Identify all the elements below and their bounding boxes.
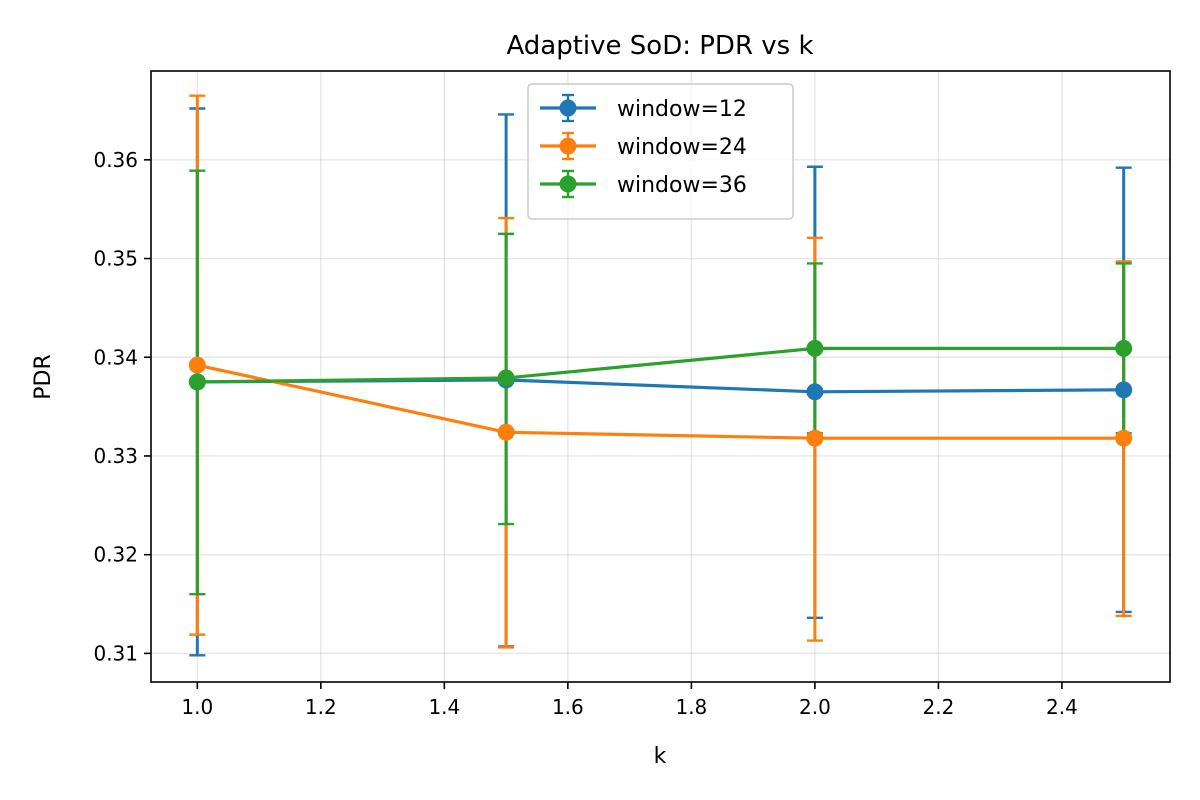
legend-items: window=12 window=24 window=36 — [540, 93, 747, 199]
x-tick-label: 2.2 — [923, 695, 955, 719]
legend-label-window-12: window=12 — [617, 97, 747, 122]
y-axis-label: PDR — [31, 354, 56, 400]
x-tick-label: 1.2 — [305, 695, 337, 719]
legend-label-window-24: window=24 — [617, 135, 747, 160]
y-tick-label: 0.33 — [93, 444, 138, 468]
series-lines — [196, 346, 1124, 440]
x-tick-label: 1.0 — [181, 695, 213, 719]
data-point-window-24 — [806, 429, 824, 447]
x-axis-ticks: 1.0 1.2 1.4 1.6 1.8 2.0 2.2 2.4 — [181, 682, 1078, 719]
data-point-window-12 — [1115, 381, 1133, 399]
x-axis-label: k — [654, 744, 667, 769]
legend-marker-window-36 — [559, 175, 577, 193]
y-tick-label: 0.35 — [93, 247, 138, 271]
y-axis-ticks: 0.31 0.32 0.33 0.34 0.35 0.36 — [93, 148, 151, 665]
legend-label-window-36: window=36 — [617, 173, 747, 198]
data-points — [188, 339, 1133, 447]
x-tick-label: 1.4 — [428, 695, 460, 719]
y-tick-label: 0.34 — [93, 345, 138, 369]
x-tick-label: 1.8 — [675, 695, 707, 719]
data-point-window-36 — [497, 369, 515, 387]
data-point-window-36 — [1115, 339, 1133, 357]
plot-frame — [150, 70, 1171, 683]
data-point-window-36 — [806, 339, 824, 357]
chart-title: Adaptive SoD: PDR vs k — [506, 31, 813, 61]
data-point-window-24 — [188, 356, 206, 374]
data-point-window-24 — [497, 423, 515, 441]
y-tick-label: 0.32 — [93, 543, 138, 567]
series-line-window-24 — [196, 363, 1124, 440]
data-point-window-12 — [806, 383, 824, 401]
legend-marker-window-24 — [559, 137, 577, 155]
data-point-window-24 — [1115, 429, 1133, 447]
x-tick-label: 2.0 — [799, 695, 831, 719]
legend-marker-window-12 — [559, 99, 577, 117]
legend: window=12 window=24 window=36 — [527, 83, 794, 220]
x-tick-label: 1.6 — [552, 695, 584, 719]
y-tick-label: 0.31 — [93, 641, 138, 665]
x-tick-label: 2.4 — [1046, 695, 1078, 719]
data-point-window-36 — [188, 373, 206, 391]
series-line-window-36 — [197, 346, 1124, 384]
y-tick-label: 0.36 — [93, 148, 138, 172]
